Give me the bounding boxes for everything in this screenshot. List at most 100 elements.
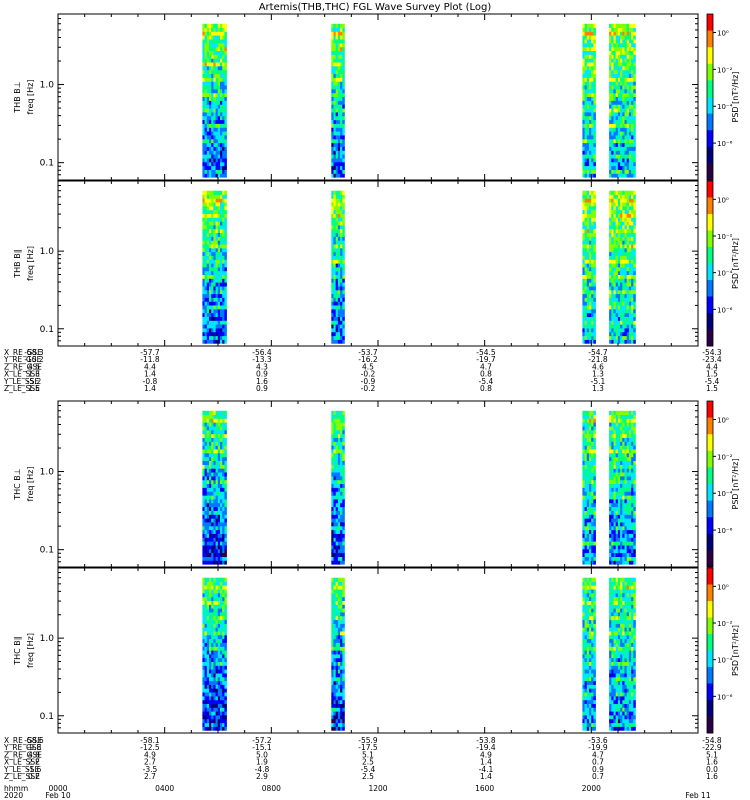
spectrogram-cell xyxy=(584,89,588,94)
spectrogram-cell xyxy=(342,54,345,59)
spectrogram-cell xyxy=(591,23,594,28)
spectrogram-cell xyxy=(209,46,212,51)
spectrogram-cell xyxy=(209,150,212,155)
spectrogram-cell xyxy=(591,426,594,431)
spectrogram-cell xyxy=(586,476,590,481)
spectrogram-cell xyxy=(213,537,216,542)
spectrogram-cell xyxy=(224,495,227,500)
spectrogram-cell xyxy=(215,328,219,333)
spectrogram-cell xyxy=(609,154,612,159)
spectrogram-cell xyxy=(222,77,225,82)
spectrogram-cell xyxy=(628,46,632,51)
spectrogram-cell xyxy=(613,293,616,298)
spectrogram-cell xyxy=(589,150,592,155)
spectrogram-cell xyxy=(591,456,594,461)
spectrogram-cell xyxy=(593,491,596,496)
spectrogram-cell xyxy=(209,560,212,565)
spectrogram-cell xyxy=(620,69,623,74)
spectrogram-cell xyxy=(584,479,588,484)
spectrogram-cell xyxy=(589,58,592,63)
spectrogram-cell xyxy=(215,593,219,598)
spectrogram-cell xyxy=(611,282,614,287)
spectrogram-cell xyxy=(617,510,621,515)
spectrogram-cell xyxy=(333,479,336,484)
spectrogram-cell xyxy=(620,240,623,245)
spectrogram-cell xyxy=(593,69,596,74)
spectrogram-cell xyxy=(622,464,625,469)
spectrogram-cell xyxy=(224,665,227,670)
spectrogram-cell xyxy=(211,335,214,340)
spectrogram-cell xyxy=(220,646,223,651)
spectrogram-cell xyxy=(215,581,219,586)
spectrogram-cell xyxy=(582,225,585,230)
spectrogram-cell xyxy=(591,410,594,415)
spectrogram-cell xyxy=(211,293,214,298)
spectrogram-cell xyxy=(586,541,590,546)
spectrogram-cell xyxy=(333,69,336,74)
spectrogram-cell xyxy=(215,646,219,651)
spectrogram-cell xyxy=(222,251,225,256)
spectrogram-cell xyxy=(217,169,221,174)
spectrogram-cell xyxy=(213,441,216,446)
spectrogram-cell xyxy=(626,552,630,557)
spectrogram-cell xyxy=(609,225,612,230)
spectrogram-cell xyxy=(204,479,208,484)
spectrogram-cell xyxy=(631,293,634,298)
spectrogram-cell xyxy=(202,150,205,155)
spectrogram-cell xyxy=(204,676,208,682)
spectrogram-cell xyxy=(611,89,614,94)
spectrogram-cell xyxy=(593,263,596,268)
spectrogram-cell xyxy=(220,100,223,105)
spectrogram-cell xyxy=(340,522,343,527)
spectrogram-cell xyxy=(215,301,219,306)
spectrogram-cell xyxy=(628,247,632,253)
spectrogram-cell xyxy=(213,146,216,151)
spectrogram-cell xyxy=(584,289,588,295)
spectrogram-cell xyxy=(631,282,634,287)
spectrogram-cell xyxy=(584,232,588,237)
spectrogram-cell xyxy=(615,305,619,310)
spectrogram-cell xyxy=(209,247,212,253)
spectrogram-cell xyxy=(613,529,616,534)
colorbar-label: PSD [nT²/Hz] xyxy=(731,238,740,289)
spectrogram-cell xyxy=(622,487,625,492)
spectrogram-cell xyxy=(213,426,216,431)
spectrogram-cell xyxy=(628,209,632,214)
spectrogram-cell xyxy=(620,85,623,90)
spectrogram-cell xyxy=(217,608,221,613)
spectrogram-cell xyxy=(220,541,223,546)
spectrogram-cell xyxy=(217,108,221,113)
spectrogram-cell xyxy=(624,154,627,159)
spectrogram-cell xyxy=(591,190,594,195)
spectrogram-cell xyxy=(591,556,594,561)
spectrogram-cell xyxy=(624,115,627,121)
spectrogram-cell xyxy=(622,158,625,163)
spectrogram-cell xyxy=(337,293,341,298)
spectrogram-cell xyxy=(206,627,210,632)
spectrogram-cell xyxy=(224,202,227,207)
spectrogram-cell xyxy=(628,286,632,291)
spectrogram-cell xyxy=(217,593,221,598)
spectrogram-cell xyxy=(584,62,588,67)
spectrogram-cell xyxy=(593,146,596,151)
spectrogram-cell xyxy=(222,669,225,674)
spectrogram-cell xyxy=(626,259,630,264)
spectrogram-cell xyxy=(620,46,623,51)
spectrogram-cell xyxy=(333,537,336,542)
spectrogram-cell xyxy=(617,146,621,151)
spectrogram-cell xyxy=(333,115,336,121)
spectrogram-cell xyxy=(589,316,592,321)
spectrogram-cell xyxy=(609,514,612,519)
spectrogram-cell xyxy=(631,112,634,117)
spectrogram-cell xyxy=(591,278,594,283)
spectrogram-cell xyxy=(206,274,210,279)
spectrogram-cell xyxy=(222,221,225,226)
spectrogram-cell xyxy=(628,92,632,97)
spectrogram-cell xyxy=(591,138,594,144)
spectrogram-cell xyxy=(202,669,205,674)
spectrogram-cell xyxy=(224,676,227,682)
spectrogram-cell xyxy=(220,131,223,136)
spectrogram-cell xyxy=(342,131,345,136)
spectrogram-cell xyxy=(620,506,623,511)
spectrogram-cell xyxy=(342,331,345,337)
